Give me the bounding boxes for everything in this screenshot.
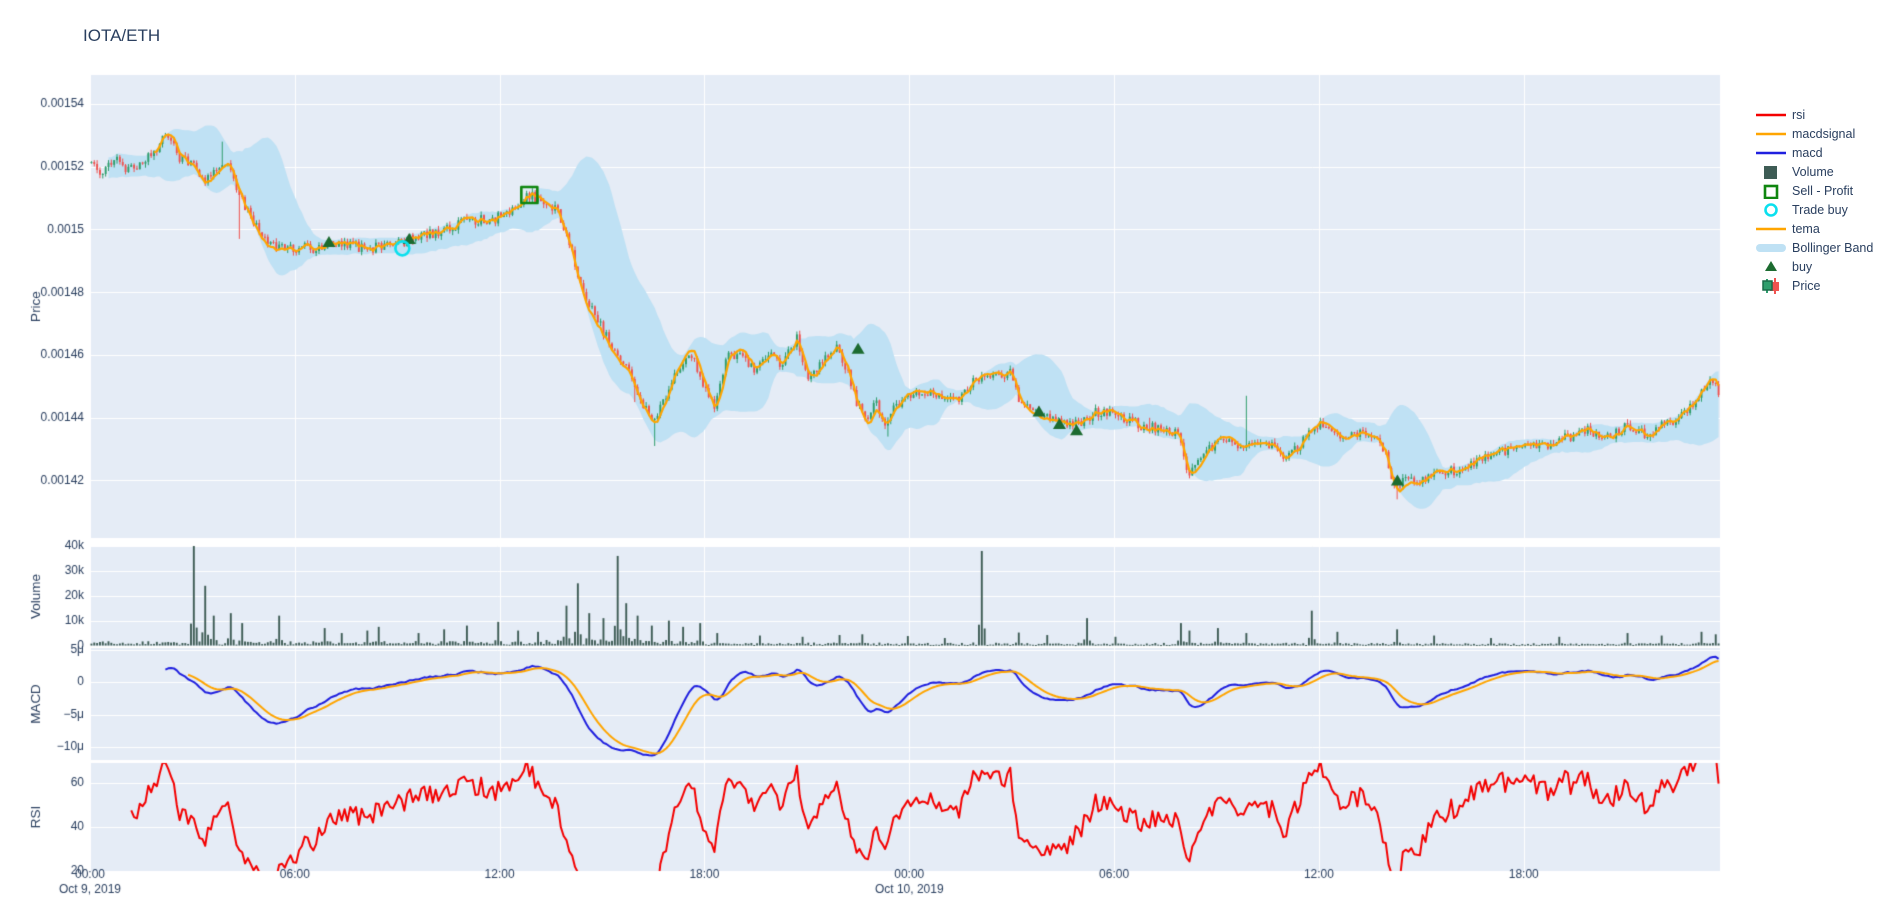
rsi-legend-icon [1750,107,1792,123]
legend-label-tema: tema [1792,221,1820,236]
chart-title: IOTA/ETH [83,26,161,45]
buy-legend-icon [1750,259,1792,275]
legend-label-buy: buy [1792,259,1813,274]
macd-legend-icon [1750,145,1792,161]
legend-label-price: Price [1792,278,1821,293]
legend-item-tema[interactable]: tema [1750,219,1888,238]
legend: rsi macdsignal macd Volume Sell - Profit Trad… [1750,105,1888,295]
legend-item-trade-buy[interactable]: Trade buy [1750,200,1888,219]
price-legend-icon [1750,277,1792,294]
legend-item-volume[interactable]: Volume [1750,162,1888,181]
sell-profit-legend-icon [1750,183,1792,199]
legend-label-macdsignal: macdsignal [1792,126,1856,141]
legend-item-price[interactable]: Price [1750,276,1888,295]
legend-label-bollinger-band: Bollinger Band [1792,240,1874,255]
legend-item-sell-profit[interactable]: Sell - Profit [1750,181,1888,200]
legend-item-rsi[interactable]: rsi [1750,105,1888,124]
trade-buy-legend-icon [1750,202,1792,218]
legend-item-macd[interactable]: macd [1750,143,1888,162]
tema-legend-icon [1750,221,1792,237]
bollinger-band-legend-icon [1750,240,1792,256]
legend-label-volume: Volume [1792,164,1834,179]
legend-item-macdsignal[interactable]: macdsignal [1750,124,1888,143]
legend-label-rsi: rsi [1792,107,1806,122]
legend-label-trade-buy: Trade buy [1792,202,1848,217]
legend-item-buy[interactable]: buy [1750,257,1888,276]
legend-label-sell-profit: Sell - Profit [1792,183,1854,198]
legend-label-macd: macd [1792,145,1823,160]
legend-item-bollinger-band[interactable]: Bollinger Band [1750,238,1888,257]
macdsignal-legend-icon [1750,126,1792,142]
volume-legend-icon [1750,164,1792,180]
